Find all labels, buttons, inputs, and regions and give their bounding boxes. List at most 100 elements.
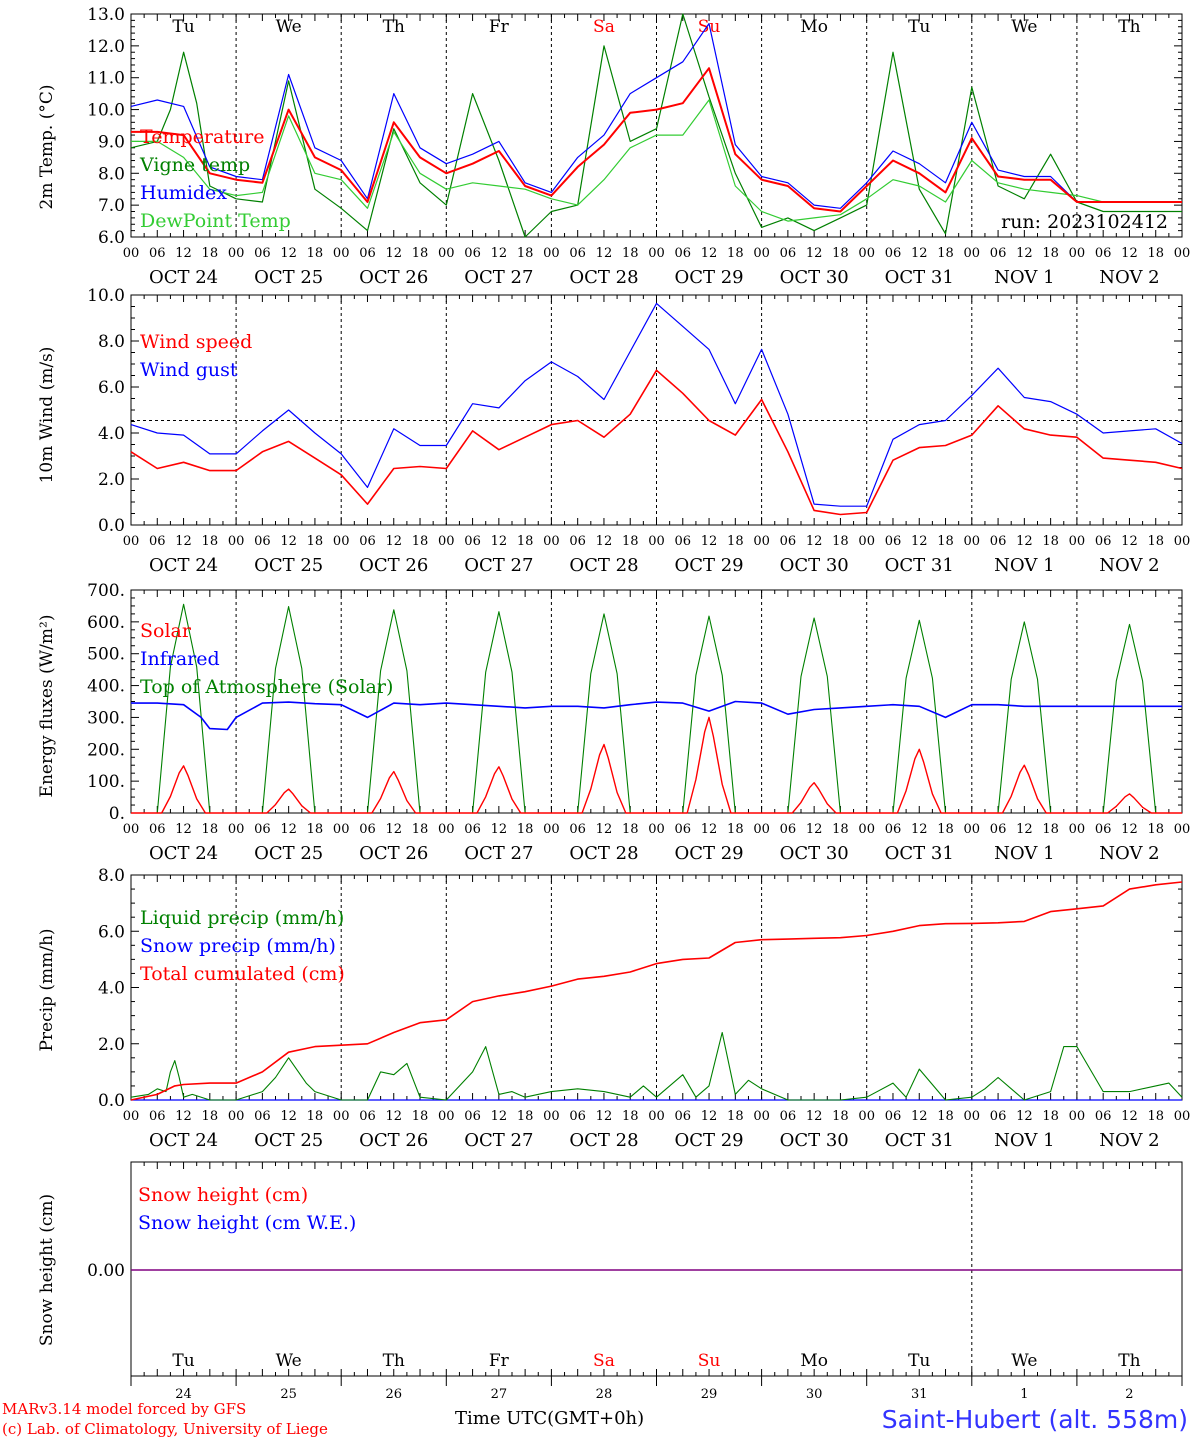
series-line-dewpoint-temp [131,99,1182,222]
x-tick-label: 00 [228,1109,245,1124]
x-tick-label: 06 [569,534,586,549]
x-tick-label: 12 [911,1109,928,1124]
chart-panel-1: 00 06 12 18 OCT 24 00 06 12 18 OCT 25 00 06 12 18 OCT … [37,5,1190,288]
series-line-humidex [130,23,1182,209]
x-tick-label: 00 [543,246,560,261]
x-tick-label: 12 [911,534,928,549]
x-tick-label: 00 [964,1109,981,1124]
x-date-label: OCT 30 [780,267,849,288]
x-tick-label: 18 [1042,822,1059,837]
x-tick-label: 18 [1147,246,1164,261]
x-date-label: NOV 1 [994,555,1054,576]
x-tick-label: 12 [701,1109,718,1124]
y-axis-label: Precip (mm/h) [37,928,57,1051]
x-date-label: OCT 30 [780,1130,849,1151]
x-tick-label: 18 [622,1109,639,1124]
x-tick-label: 18 [937,1109,954,1124]
weekday-label: Fr [489,1351,510,1371]
x-tick-label: 12 [701,822,718,837]
y-tick-label: 13.0 [87,5,125,25]
weekday-label: Su [698,1351,721,1371]
x-tick-label: 00 [1069,534,1086,549]
day-number-label: 25 [280,1387,297,1402]
x-tick-label: 00 [648,822,665,837]
x-tick-label: 18 [727,534,744,549]
x-tick-label: 00 [964,822,981,837]
x-date-label: OCT 31 [885,267,954,288]
x-tick-label: 06 [464,246,481,261]
x-tick-label: 00 [648,246,665,261]
day-number-label: 24 [175,1387,192,1402]
y-tick-label: 600. [87,613,125,633]
plot-frame [130,13,1183,238]
x-tick-label: 00 [228,534,245,549]
x-tick-label: 00 [858,1109,875,1124]
x-tick-label: 00 [753,246,770,261]
weekday-label: Tu [172,17,194,37]
x-tick-label: 12 [911,822,928,837]
x-tick-label: 12 [280,534,297,549]
x-tick-label: 00 [333,534,350,549]
x-tick-label: 00 [964,246,981,261]
series-line-liquid-precip [130,1031,1183,1101]
x-tick-label: 18 [622,822,639,837]
x-tick-label: 06 [569,1109,586,1124]
x-date-label: OCT 30 [780,843,849,864]
legend-entry: Infrared [140,648,220,670]
x-tick-label: 06 [885,822,902,837]
x-tick-label: 00 [543,534,560,549]
x-tick-label: 06 [990,534,1007,549]
x-tick-label: 00 [438,1109,455,1124]
x-tick-label: 00 [333,1109,350,1124]
x-date-label: OCT 31 [885,843,954,864]
x-tick-label: 12 [175,246,192,261]
x-tick-label: 06 [359,822,376,837]
x-tick-label: 18 [307,822,324,837]
x-date-label: NOV 1 [994,843,1054,864]
x-tick-label: 12 [280,1109,297,1124]
x-date-label: NOV 2 [1099,843,1159,864]
x-tick-label: 18 [202,534,219,549]
x-date-label: OCT 26 [359,843,428,864]
series-line-vigne-temp [130,13,1182,238]
x-tick-label: 12 [385,822,402,837]
y-tick-label: 0.00 [87,1261,125,1281]
x-date-label: OCT 24 [149,267,218,288]
series-line-total-cumulated [130,881,1183,1101]
x-date-label: OCT 27 [464,843,533,864]
x-date-label: NOV 2 [1099,555,1159,576]
series-line-wind-gust [130,302,1183,507]
y-tick-label: 700. [87,581,125,601]
x-tick-label: 18 [1042,246,1059,261]
legend-entry: Temperature [140,126,264,148]
x-tick-label: 18 [1147,1109,1164,1124]
x-tick-label: 12 [596,1109,613,1124]
x-tick-label: 00 [964,534,981,549]
x-tick-label: 12 [385,534,402,549]
x-tick-label: 00 [333,246,350,261]
y-tick-label: 100. [87,772,125,792]
series-line-solar [131,716,1182,814]
x-tick-label: 12 [175,1109,192,1124]
x-tick-label: 00 [228,822,245,837]
y-tick-label: 2.0 [98,470,125,490]
x-tick-label: 18 [412,534,429,549]
x-tick-label: 12 [491,822,508,837]
weekday-label: Sa [593,17,615,37]
x-tick-label: 00 [123,534,140,549]
x-tick-label: 12 [1121,534,1138,549]
x-tick-label: 00 [123,1109,140,1124]
x-tick-label: 12 [806,1109,823,1124]
x-tick-label: 18 [1147,534,1164,549]
x-tick-label: 06 [1095,534,1112,549]
x-tick-label: 18 [1042,534,1059,549]
x-tick-label: 06 [149,246,166,261]
x-date-label: OCT 29 [674,267,743,288]
x-tick-label: 06 [149,822,166,837]
x-tick-label: 18 [202,246,219,261]
x-tick-label: 06 [990,246,1007,261]
weekday-label: Th [383,17,405,37]
x-tick-label: 06 [254,1109,271,1124]
weekday-label: Tu [908,17,930,37]
